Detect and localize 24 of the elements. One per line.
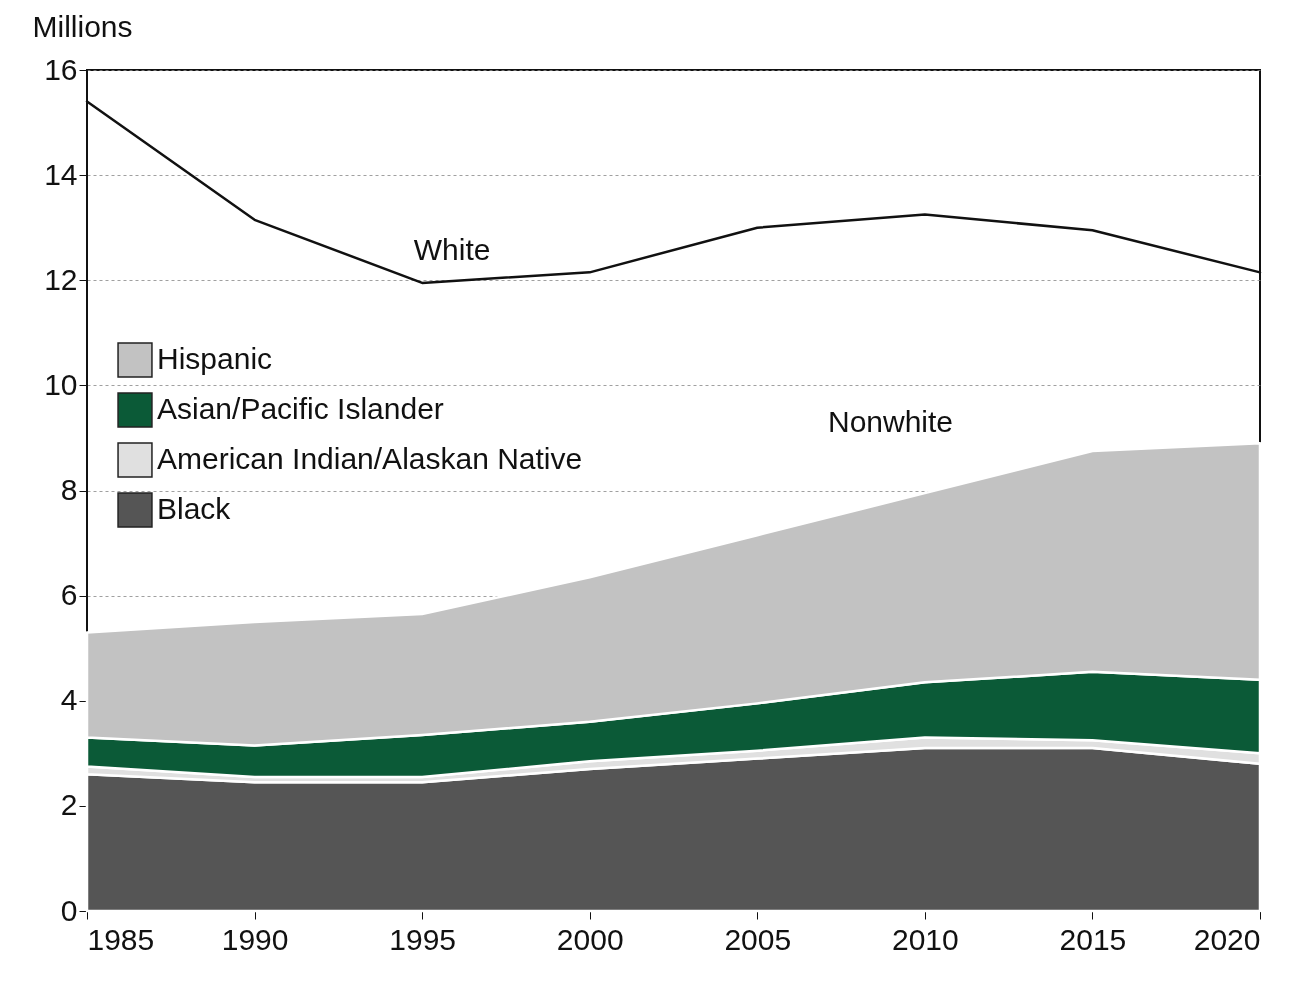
y-tick-label: 2 bbox=[60, 788, 78, 822]
y-axis-title: Millions bbox=[32, 9, 133, 43]
legend-label: American Indian/Alaskan Native bbox=[157, 442, 583, 475]
x-tick-label: 1985 bbox=[87, 922, 155, 956]
legend-label: Asian/Pacific Islander bbox=[157, 392, 444, 425]
x-tick-label: 2005 bbox=[724, 922, 792, 956]
x-tick-label: 2015 bbox=[1059, 922, 1127, 956]
x-tick-label: 2010 bbox=[891, 922, 959, 956]
y-tick-label: 4 bbox=[60, 683, 78, 717]
annotation: Nonwhite bbox=[827, 405, 954, 439]
x-tick-label: 1990 bbox=[221, 922, 289, 956]
y-tick-label: 10 bbox=[44, 367, 78, 401]
legend-label: Black bbox=[157, 492, 232, 525]
legend-label: Hispanic bbox=[157, 342, 273, 375]
x-tick-label: 2020 bbox=[1193, 922, 1261, 956]
x-tick-label: 1995 bbox=[389, 922, 457, 956]
y-tick-label: 16 bbox=[44, 52, 78, 86]
y-tick-label: 14 bbox=[44, 157, 78, 191]
y-tick-label: 8 bbox=[60, 473, 78, 506]
y-tick-label: 12 bbox=[44, 262, 78, 296]
series-label: White bbox=[413, 232, 491, 266]
y-tick-label: 6 bbox=[60, 578, 78, 612]
x-tick-label: 2000 bbox=[556, 922, 624, 956]
y-tick-label: 0 bbox=[60, 893, 78, 927]
